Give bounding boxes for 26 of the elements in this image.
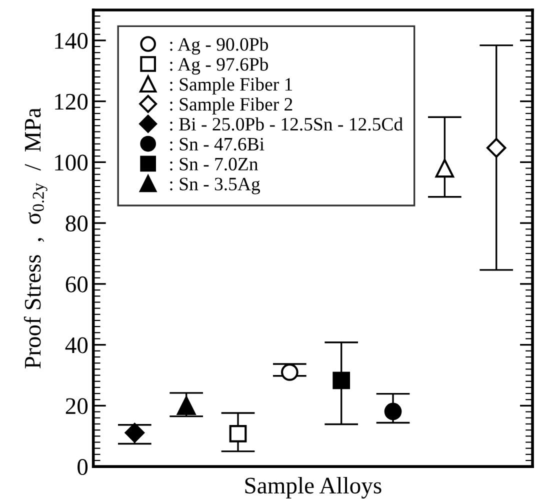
y-tick-label: 100 [55,154,88,171]
legend-label: : Ag - 97.6Pb [170,58,268,75]
point [435,158,454,178]
y-tick-label: 80 [66,216,88,232]
point [176,396,196,416]
y-tick-label: 40 [65,337,88,354]
y-tick-label: 60 [66,276,88,292]
point [280,364,298,381]
y-tick-label: 20 [66,398,88,414]
point [332,372,350,390]
point [124,422,145,443]
point [486,138,506,158]
legend-label: : Sample Fiber 2 [170,97,292,114]
legend-label: : Sn - 3.5Ag [170,178,260,194]
y-tick-label: 120 [55,94,88,110]
x-axis-title: Sample Alloys [245,476,382,498]
y-axis-title: Proof Stress , σ$_{0.2y}$ / MPa [24,108,48,368]
legend-label: : Ag - 90.0Pb [170,38,268,55]
y-tick-label: 0 [78,459,88,475]
y-tick-label: 140 [55,32,88,49]
legend-label: : Sample Fiber 1 [170,78,292,95]
legend-label: : Sn - 47.6Bi [170,138,264,151]
legend-label: : Sn - 7.0Zn [170,158,258,171]
point [384,402,402,420]
legend-label: : Bi - 25.0Pb - 12.5Sn - 12.5Cd [170,117,403,131]
point [229,425,247,442]
